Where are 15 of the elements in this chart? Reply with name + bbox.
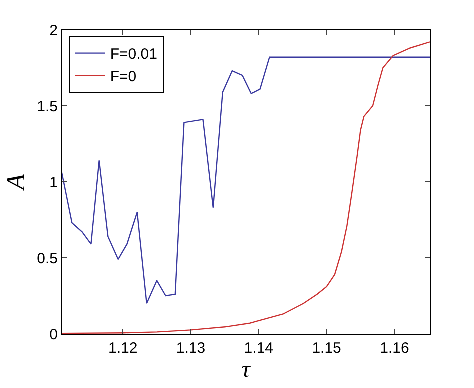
x-tick-label: 1.12 xyxy=(108,340,138,357)
y-axis-title: A xyxy=(2,174,31,192)
line-series xyxy=(62,42,430,334)
x-axis-title: τ xyxy=(242,357,252,383)
y-tick-label: 1.5 xyxy=(37,98,58,116)
x-tick-label: 1.14 xyxy=(244,340,274,357)
x-tick-label: 1.15 xyxy=(312,340,342,357)
y-tick-label: 2 xyxy=(50,22,58,40)
legend-label: F=0.01 xyxy=(110,46,158,64)
legend-label: F=0 xyxy=(110,68,137,86)
y-tick-label: 0 xyxy=(50,326,58,344)
y-tick-label: 1 xyxy=(50,174,58,192)
x-tick-label: 1.16 xyxy=(380,340,410,357)
x-tick-label: 1.13 xyxy=(176,340,206,357)
y-tick-label: 0.5 xyxy=(37,250,58,268)
